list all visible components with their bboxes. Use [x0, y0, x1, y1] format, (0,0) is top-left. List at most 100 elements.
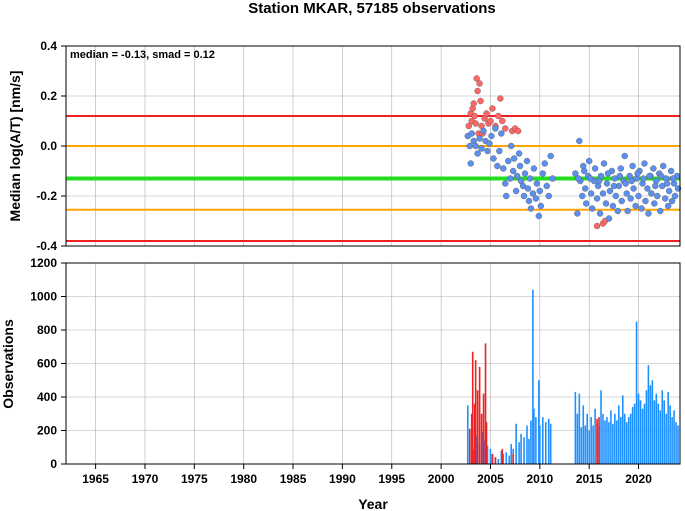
blue-data-point [549, 175, 556, 182]
blue-data-point [623, 190, 630, 197]
bottom-y-tick-label: 0 [50, 457, 57, 471]
blue-data-point [671, 192, 679, 200]
blue-data-point [632, 202, 639, 210]
blue-data-point [500, 165, 507, 172]
blue-data-point [509, 167, 517, 175]
bottom-y-ticks: 1200 1000 800 600 400 200 0 [30, 256, 66, 471]
red-outlier-point [497, 95, 504, 102]
blue-data-point [537, 202, 545, 210]
blue-data-point [543, 182, 550, 190]
blue-data-point [612, 192, 620, 200]
blue-data-point [533, 180, 541, 187]
blue-data-point [606, 187, 614, 195]
blue-data-point [520, 192, 528, 200]
top-y-tick-label: -0.4 [36, 239, 57, 253]
blue-data-point [604, 170, 612, 177]
blue-data-point [474, 150, 481, 157]
blue-data-point [572, 170, 579, 177]
blue-data-point [668, 197, 676, 205]
x-tick-label: 2020 [625, 472, 652, 486]
bottom-y-axis-label: Observations [0, 319, 16, 409]
blue-data-point [484, 147, 491, 155]
red-outlier-point [472, 120, 479, 127]
blue-data-point [513, 172, 521, 180]
blue-data-point [651, 200, 658, 207]
blue-data-point [665, 187, 673, 195]
x-tick-label: 2000 [428, 472, 455, 486]
blue-data-point [605, 215, 613, 222]
red-outlier-point [593, 222, 601, 230]
blue-data-point [663, 180, 671, 187]
bottom-y-tick-label: 1000 [30, 290, 57, 304]
x-tick-label: 1995 [378, 472, 405, 486]
bottom-y-tick-label: 600 [37, 357, 57, 371]
red-outlier-point [471, 112, 478, 120]
blue-data-point [588, 205, 596, 212]
bottom-y-tick-label: 800 [37, 323, 57, 337]
blue-data-point [618, 197, 625, 205]
blue-data-point [602, 200, 610, 207]
blue-data-point [614, 207, 622, 215]
blue-data-point [628, 177, 635, 185]
blue-data-point [658, 172, 665, 180]
blue-data-point [599, 190, 607, 197]
x-ticks: 1965 1970 1975 1980 1985 1990 1995 2000 2005 2010… [82, 464, 652, 486]
red-outlier-point [514, 127, 522, 135]
blue-data-point [660, 162, 667, 170]
x-tick-label: 1980 [230, 472, 257, 486]
blue-data-point [624, 207, 631, 215]
blue-data-point [610, 182, 618, 190]
blue-data-point [585, 157, 593, 165]
blue-data-point [536, 187, 544, 195]
blue-data-point [468, 130, 475, 137]
x-tick-label: 2015 [576, 472, 603, 486]
red-outlier-point [487, 117, 494, 125]
blue-data-point [505, 157, 512, 165]
blue-data-point [466, 142, 473, 150]
x-axis-label: Year [358, 496, 388, 511]
blue-data-point [648, 190, 655, 197]
blue-data-point [467, 160, 474, 167]
blue-data-point [507, 175, 514, 182]
blue-data-point [516, 162, 524, 170]
blue-data-point [621, 152, 628, 160]
blue-data-point [486, 140, 493, 147]
x-tick-label: 1975 [181, 472, 208, 486]
blue-data-point [582, 185, 589, 192]
blue-data-point [498, 130, 505, 137]
blue-data-point [478, 145, 485, 152]
blue-data-point [490, 155, 497, 162]
x-tick-label: 1990 [329, 472, 356, 486]
blue-data-point [600, 160, 608, 167]
blue-data-point [530, 165, 538, 172]
red-outlier-point [474, 87, 481, 95]
blue-data-point [603, 180, 611, 187]
blue-data-point [515, 150, 523, 157]
red-outlier-point [483, 110, 490, 117]
blue-data-point [510, 155, 518, 162]
blue-data-point [638, 205, 645, 212]
top-y-tick-label: 0.4 [40, 39, 57, 53]
blue-data-point [586, 175, 594, 182]
blue-data-point [644, 185, 651, 192]
red-outlier-point [502, 125, 509, 132]
blue-data-point [617, 165, 624, 172]
scatter-points [464, 75, 682, 230]
red-outlier-point [473, 75, 480, 82]
blue-data-point [545, 192, 552, 200]
top-y-tick-label: 0.2 [40, 89, 57, 103]
blue-data-point [574, 210, 581, 217]
blue-data-point [535, 212, 543, 220]
blue-data-point [576, 137, 583, 145]
blue-data-point [541, 160, 548, 167]
blue-data-point [526, 175, 534, 182]
x-tick-label: 2010 [526, 472, 553, 486]
blue-data-point [547, 152, 554, 160]
x-tick-label: 1965 [82, 472, 109, 486]
observation-bars [466, 289, 679, 464]
blue-data-point [503, 192, 510, 200]
blue-data-point [575, 175, 582, 182]
blue-data-point [579, 192, 586, 200]
blue-data-point [583, 200, 590, 207]
